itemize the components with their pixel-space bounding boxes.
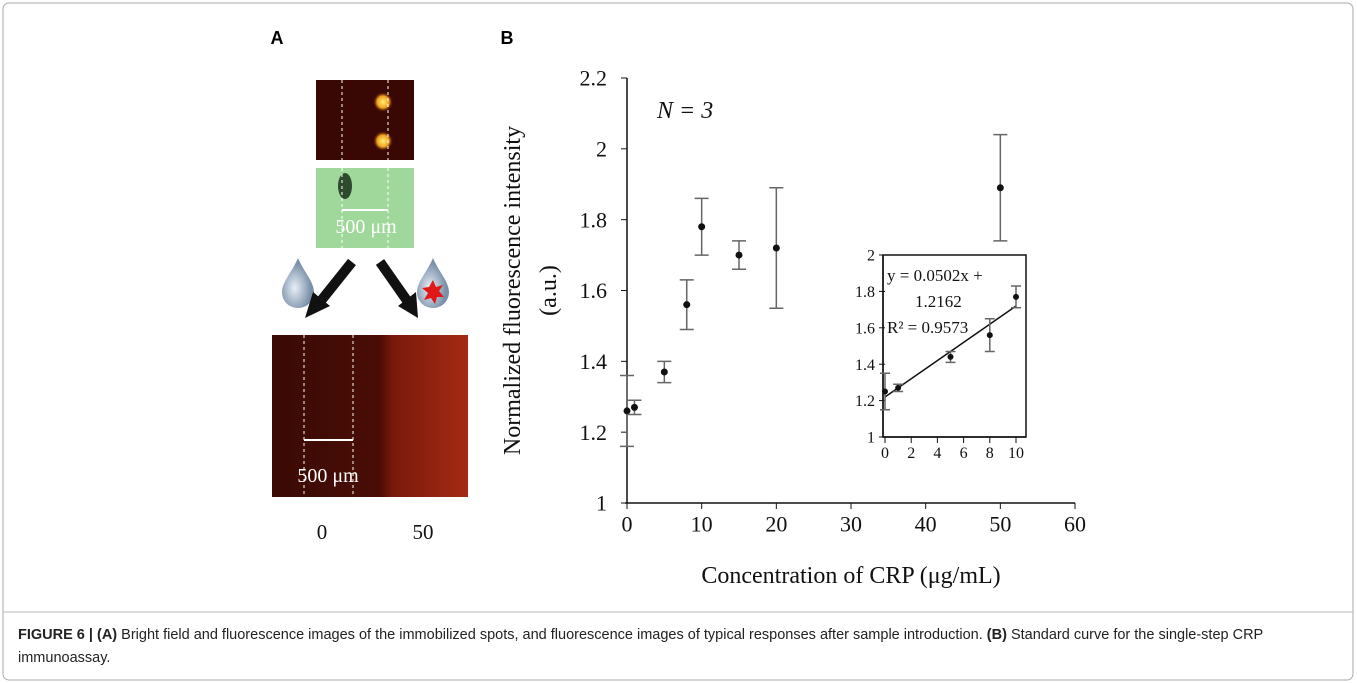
caption-text: Bright field and fluorescence images of … [121,627,983,643]
x-tick-label: 2 [907,445,915,462]
data-point [698,223,706,231]
caption: FIGURE 6 | (A) Bright field and fluoresc… [18,624,1338,670]
x-tick-label: 30 [840,512,862,537]
x-tick-label: 6 [960,445,968,462]
y-tick-label: 2 [867,248,875,265]
data-point [895,384,902,391]
drop-icon [282,258,314,308]
response-image [272,335,468,497]
panel-label: B [501,28,514,48]
annotation: R² = 0.9573 [887,318,968,337]
arrow-head [305,292,330,318]
scale-label: 500 μm [335,216,397,238]
spot [373,92,393,112]
data-point [683,301,691,309]
y-axis-label: (a.u.) [536,265,562,316]
inset-frame [882,254,1027,438]
star-icon [422,280,444,304]
x-axis-label: Concentration of CRP (μg/mL) [701,563,1000,589]
x-tick-label: 40 [915,512,937,537]
x-tick-label: 50 [989,512,1011,537]
x-tick-label: 0 [881,445,889,462]
y-tick-label: 1 [867,430,875,447]
data-point [882,388,888,395]
data-point [772,244,780,252]
annotation: 1.2162 [915,292,962,311]
x-tick-label: 10 [691,512,713,537]
y-tick-label: 1.4 [855,357,875,374]
data-point [1013,293,1019,300]
x-tick-label: 8 [986,445,994,462]
concentration-label: 0 [317,520,328,544]
arrow [316,258,356,306]
data-point [996,184,1004,192]
y-tick-label: 1.8 [855,284,875,301]
data-point [630,403,638,411]
scale-label: 500 μm [297,465,359,487]
concentration-label: 50 [413,520,434,544]
data-point [735,251,743,259]
spot [373,131,393,151]
x-tick-label: 0 [622,512,633,537]
spot [338,173,352,199]
data-point [623,407,631,415]
fluorescence-image [316,80,414,160]
bright-field-image [316,168,414,248]
y-tick-label: 1.6 [580,278,608,303]
x-tick-label: 10 [1008,445,1024,462]
y-tick-label: 1.8 [580,207,608,232]
y-tick-label: 1.4 [580,349,608,374]
arrow [375,259,413,305]
x-tick-label: 20 [765,512,787,537]
caption-figure: FIGURE 6 | [18,627,93,643]
caption-label: (A) [97,627,118,643]
y-tick-label: 1.2 [855,393,875,410]
y-tick-label: 1 [596,491,607,516]
y-tick-label: 2.2 [580,66,608,91]
y-tick-label: 1.6 [855,320,875,337]
caption-label: (B) [986,627,1007,643]
arrow-head [398,292,418,318]
x-tick-label: 60 [1064,512,1086,537]
y-axis-label: Normalized fluorescence intensity [500,126,526,455]
data-point [947,353,954,360]
y-tick-label: 1.2 [580,420,608,445]
annotation: N = 3 [656,98,713,124]
y-tick-label: 2 [596,137,607,162]
annotation: y = 0.0502x + [887,266,983,285]
x-tick-label: 4 [933,445,941,462]
data-point [986,332,993,339]
data-point [660,368,668,376]
caption-text: Standard curve for the single-step CRP i… [18,627,1263,666]
panel-label: A [271,28,284,48]
